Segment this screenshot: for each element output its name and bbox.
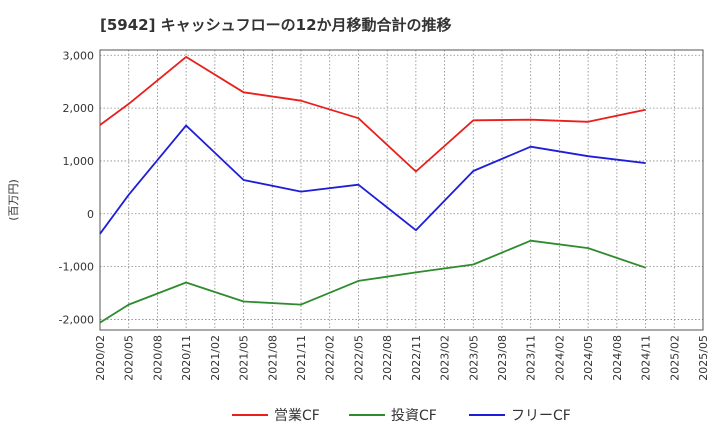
y-tick-label: 0 bbox=[87, 208, 94, 221]
x-tick-label: 2022/08 bbox=[381, 335, 394, 381]
x-tick-label: 2023/02 bbox=[439, 335, 452, 381]
y-tick-label: 2,000 bbox=[63, 102, 95, 115]
y-tick-label: -2,000 bbox=[59, 313, 94, 326]
x-tick-label: 2025/05 bbox=[697, 335, 710, 381]
y-tick-label: 3,000 bbox=[63, 49, 95, 62]
y-tick-label: 1,000 bbox=[63, 155, 95, 168]
x-tick-label: 2023/11 bbox=[525, 335, 538, 381]
grid-lines bbox=[99, 50, 704, 330]
x-tick-label: 2021/11 bbox=[295, 335, 308, 381]
axes bbox=[99, 49, 704, 331]
x-tick-label: 2021/08 bbox=[266, 335, 279, 381]
x-tick-label: 2024/08 bbox=[611, 335, 624, 381]
x-tick-label: 2024/11 bbox=[640, 335, 653, 381]
series-lines bbox=[99, 56, 646, 324]
legend-label: フリーCF bbox=[511, 408, 571, 424]
x-axis-ticks: 2020/02 2020/05 2020/08 2020/11 2021/02 2021/… bbox=[94, 335, 710, 381]
y-axis-ticks: -2,000 -1,000 0 1,000 2,000 3,000 bbox=[59, 49, 94, 326]
x-tick-label: 2022/02 bbox=[324, 335, 337, 381]
x-tick-label: 2020/02 bbox=[94, 335, 107, 381]
x-tick-label: 2021/02 bbox=[209, 335, 222, 381]
legend-label: 営業CF bbox=[274, 408, 320, 424]
chart-title: [5942] キャッシュフローの12か月移動合計の推移 bbox=[100, 16, 452, 34]
y-axis-label: (百万円) bbox=[7, 179, 20, 221]
x-tick-label: 2025/02 bbox=[668, 335, 681, 381]
x-tick-label: 2022/05 bbox=[352, 335, 365, 381]
x-tick-label: 2021/05 bbox=[238, 335, 251, 381]
legend-label: 投資CF bbox=[391, 408, 437, 424]
x-tick-label: 2023/05 bbox=[467, 335, 480, 381]
x-tick-label: 2020/05 bbox=[123, 335, 136, 381]
x-tick-label: 2020/08 bbox=[151, 335, 164, 381]
x-tick-label: 2024/05 bbox=[582, 335, 595, 381]
series-line bbox=[99, 124, 646, 235]
series-line bbox=[99, 239, 646, 324]
plot-frame bbox=[99, 49, 704, 331]
legend: 営業CF 投資CF フリーCF bbox=[232, 408, 571, 424]
y-tick-label: -1,000 bbox=[59, 261, 94, 274]
x-tick-label: 2023/08 bbox=[496, 335, 509, 381]
x-tick-label: 2022/11 bbox=[410, 335, 423, 381]
x-tick-label: 2020/11 bbox=[180, 335, 193, 381]
series-line bbox=[99, 56, 646, 173]
x-tick-label: 2024/02 bbox=[553, 335, 566, 381]
